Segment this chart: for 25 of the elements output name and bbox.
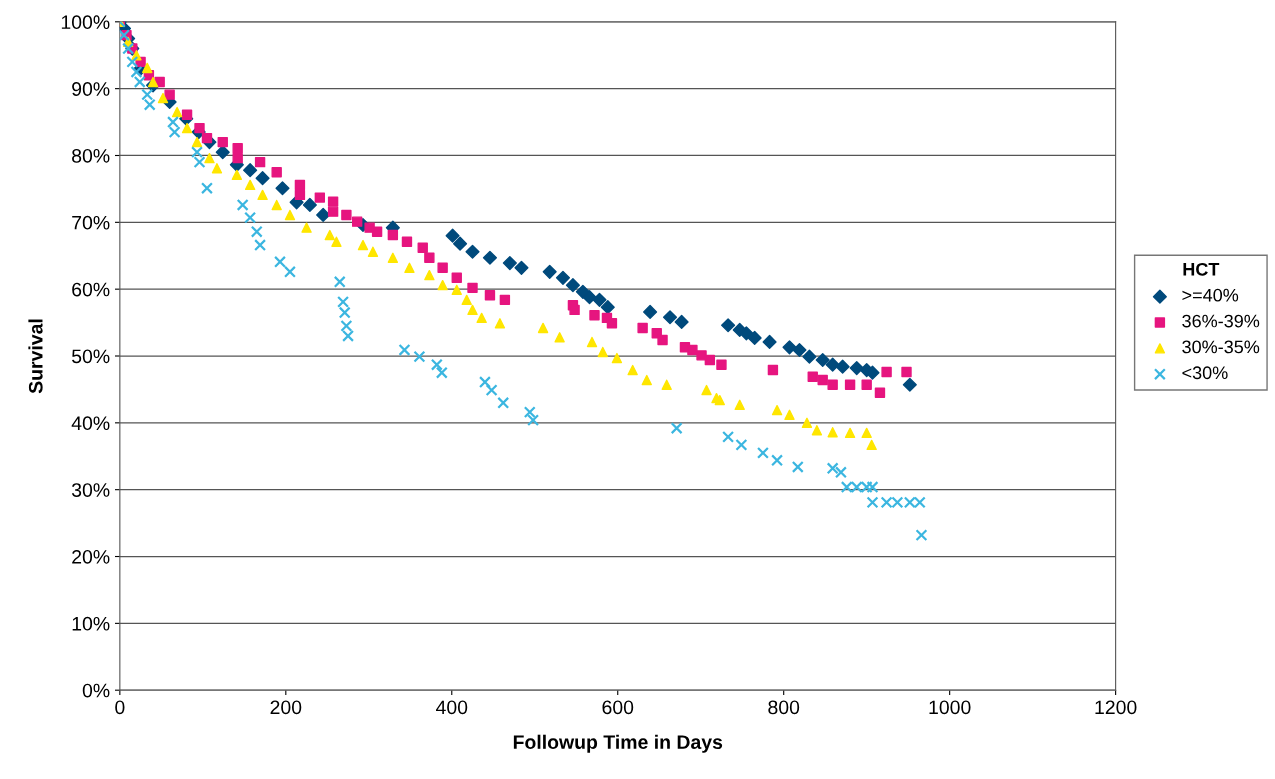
y-tick-label: 30% xyxy=(71,483,110,497)
y-tick-label: 60% xyxy=(72,282,110,297)
x-tick-label: 1200 xyxy=(1095,700,1137,715)
x-tick-label: 400 xyxy=(436,700,468,715)
legend-label: 36%-39% xyxy=(1182,314,1260,328)
legend-label: <30% xyxy=(1182,366,1228,380)
y-tick-label: 20% xyxy=(72,549,110,564)
y-tick-label: 50% xyxy=(71,349,110,364)
x-tick-label: 600 xyxy=(602,700,634,715)
legend-label: >=40% xyxy=(1182,288,1239,302)
x-tick-label: 1000 xyxy=(929,700,971,715)
x-axis-title: Followup Time in Days xyxy=(513,734,723,753)
x-tick-label: 200 xyxy=(270,700,302,715)
x-tick-label: 800 xyxy=(768,700,800,715)
y-tick-label: 0% xyxy=(82,683,110,698)
y-tick-label: 90% xyxy=(72,82,110,96)
y-tick-label: 70% xyxy=(72,215,110,230)
y-tick-label: 40% xyxy=(71,416,110,431)
y-tick-label: 80% xyxy=(72,148,110,163)
y-axis-title: Survival xyxy=(28,319,43,394)
y-tick-label: 100% xyxy=(61,15,110,30)
legend-title: HCT xyxy=(1183,262,1220,276)
x-tick-label: 0 xyxy=(115,700,125,715)
y-tick-label: 10% xyxy=(72,616,110,631)
legend-label: 30%-35% xyxy=(1182,340,1260,354)
